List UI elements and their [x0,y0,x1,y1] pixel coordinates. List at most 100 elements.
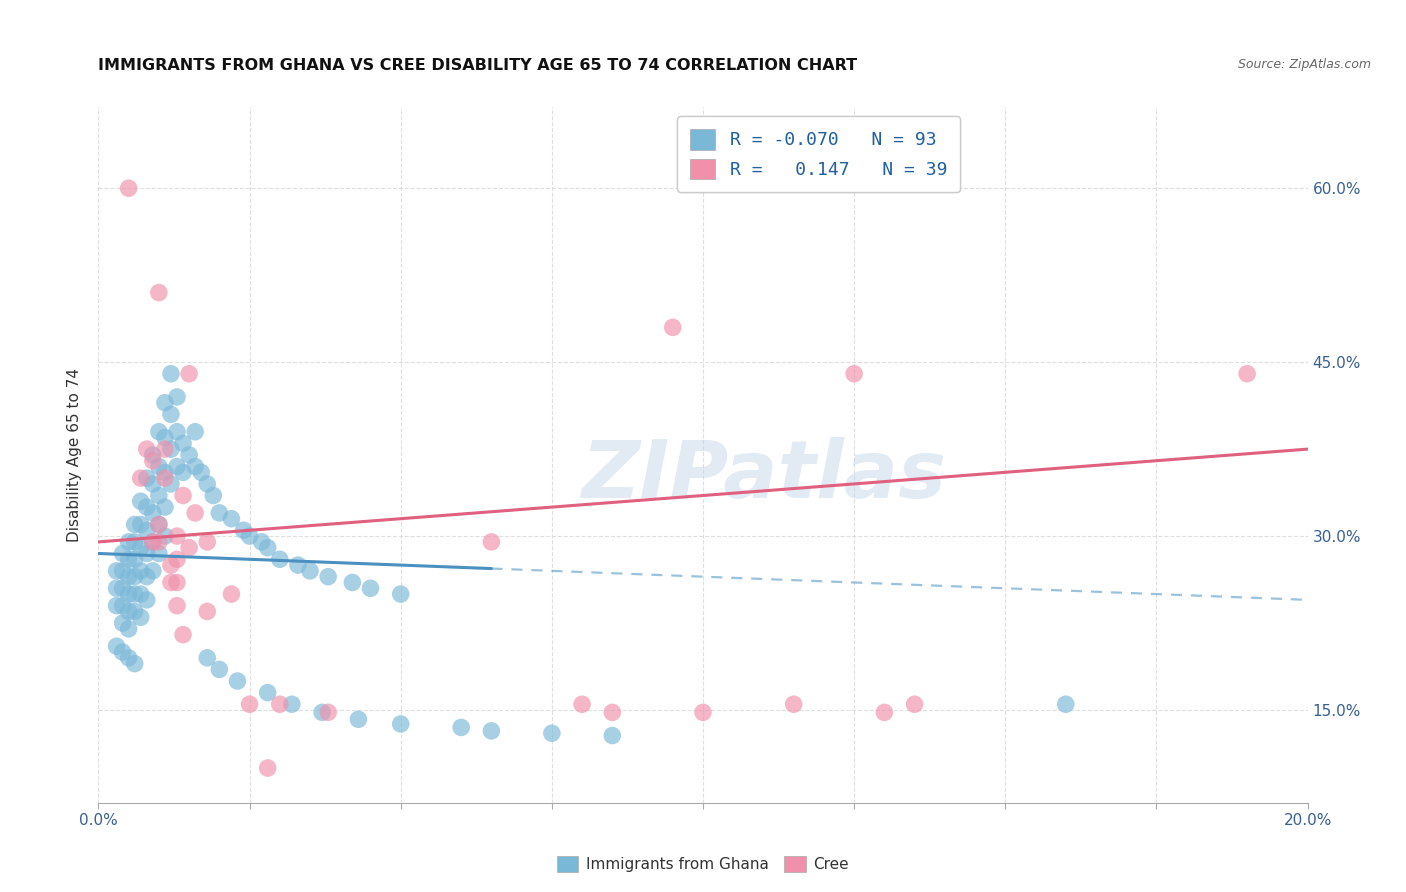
Point [142,448,165,462]
Point [221,587,243,601]
Point [256,685,278,699]
Point [135,442,157,457]
Point [166,552,188,566]
Point [124,570,146,584]
Point [124,517,146,532]
Point [153,471,176,485]
Point [153,529,176,543]
Point [111,599,134,613]
Point [202,489,225,503]
Point [160,476,183,491]
Point [166,575,188,590]
Point [195,651,218,665]
Point [172,489,194,503]
Point [111,582,134,596]
Point [129,517,152,532]
Point [873,706,896,720]
Point [256,541,278,555]
Point [148,459,170,474]
Point [166,599,188,613]
Point [166,425,188,439]
Point [571,698,593,712]
Point [148,425,170,439]
Point [129,494,152,508]
Point [1236,367,1258,381]
Text: ZIPatlas: ZIPatlas [581,437,946,515]
Point [111,615,134,630]
Point [1054,698,1077,712]
Point [179,367,201,381]
Text: IMMIGRANTS FROM GHANA VS CREE DISABILITY AGE 65 TO 74 CORRELATION CHART: IMMIGRANTS FROM GHANA VS CREE DISABILITY… [98,58,858,73]
Point [135,471,157,485]
Point [602,729,624,743]
Point [250,535,273,549]
Point [124,605,146,619]
Point [118,535,141,549]
Point [148,285,170,300]
Point [166,459,188,474]
Point [166,390,188,404]
Point [172,628,194,642]
Point [142,453,165,467]
Point [239,529,262,543]
Point [299,564,322,578]
Point [269,698,291,712]
Point [142,476,165,491]
Point [124,552,146,566]
Point [179,448,201,462]
Point [111,645,134,659]
Point [160,442,183,457]
Point [118,605,141,619]
Point [160,407,183,422]
Point [105,582,128,596]
Text: Source: ZipAtlas.com: Source: ZipAtlas.com [1237,58,1371,71]
Point [153,396,176,410]
Point [124,657,146,671]
Point [153,431,176,445]
Point [129,587,152,601]
Point [129,564,152,578]
Point [118,570,141,584]
Point [129,471,152,485]
Point [118,622,141,636]
Point [904,698,927,712]
Point [105,564,128,578]
Point [232,523,254,537]
Point [118,181,141,195]
Point [153,466,176,480]
Point [195,476,218,491]
Point [172,466,194,480]
Point [239,698,262,712]
Point [105,639,128,653]
Point [166,529,188,543]
Point [540,726,562,740]
Point [118,587,141,601]
Point [195,605,218,619]
Point [172,436,194,450]
Point [281,698,304,712]
Point [153,500,176,514]
Point [316,570,339,584]
Point [208,506,231,520]
Point [142,535,165,549]
Point [142,535,165,549]
Point [184,459,207,474]
Point [316,706,339,720]
Point [226,674,249,689]
Legend: R = -0.070   N = 93, R =   0.147   N = 39: R = -0.070 N = 93, R = 0.147 N = 39 [678,116,960,192]
Point [602,706,624,720]
Point [148,517,170,532]
Point [124,587,146,601]
Point [389,587,412,601]
Point [142,564,165,578]
Point [148,489,170,503]
Point [287,558,309,573]
Point [135,570,157,584]
Point [160,575,183,590]
Point [129,541,152,555]
Point [135,546,157,561]
Point [135,500,157,514]
Point [111,564,134,578]
Point [153,442,176,457]
Point [662,320,685,334]
